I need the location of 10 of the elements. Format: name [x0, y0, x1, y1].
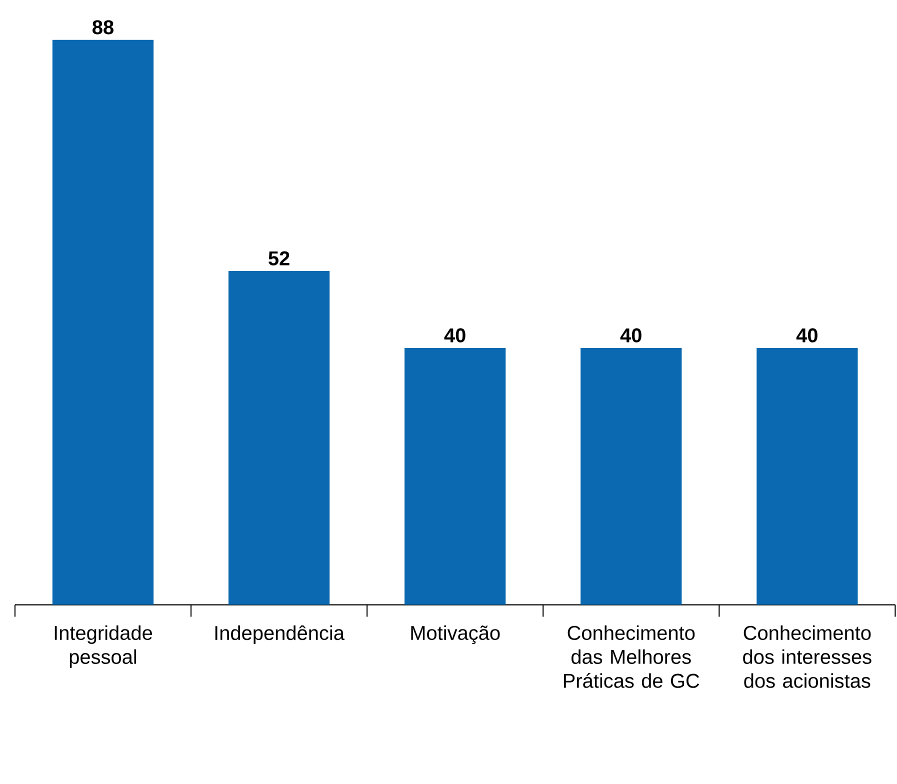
data-label: 52	[268, 251, 290, 266]
data-label: 40	[796, 328, 818, 342]
x-tick-label: Independência	[215, 625, 345, 644]
data-label: 88	[92, 20, 114, 34]
data-label: 40	[620, 328, 642, 342]
x-tick-label: Conhecimento das Melhores Práticas de GC	[564, 625, 700, 688]
x-tick-label: Motivação	[411, 625, 500, 644]
x-tick-label: Integridade pessoal	[54, 625, 152, 668]
x-tick-label: Conhecimento dos interesses dos acionistas	[743, 625, 872, 688]
data-label: 40	[444, 328, 466, 342]
